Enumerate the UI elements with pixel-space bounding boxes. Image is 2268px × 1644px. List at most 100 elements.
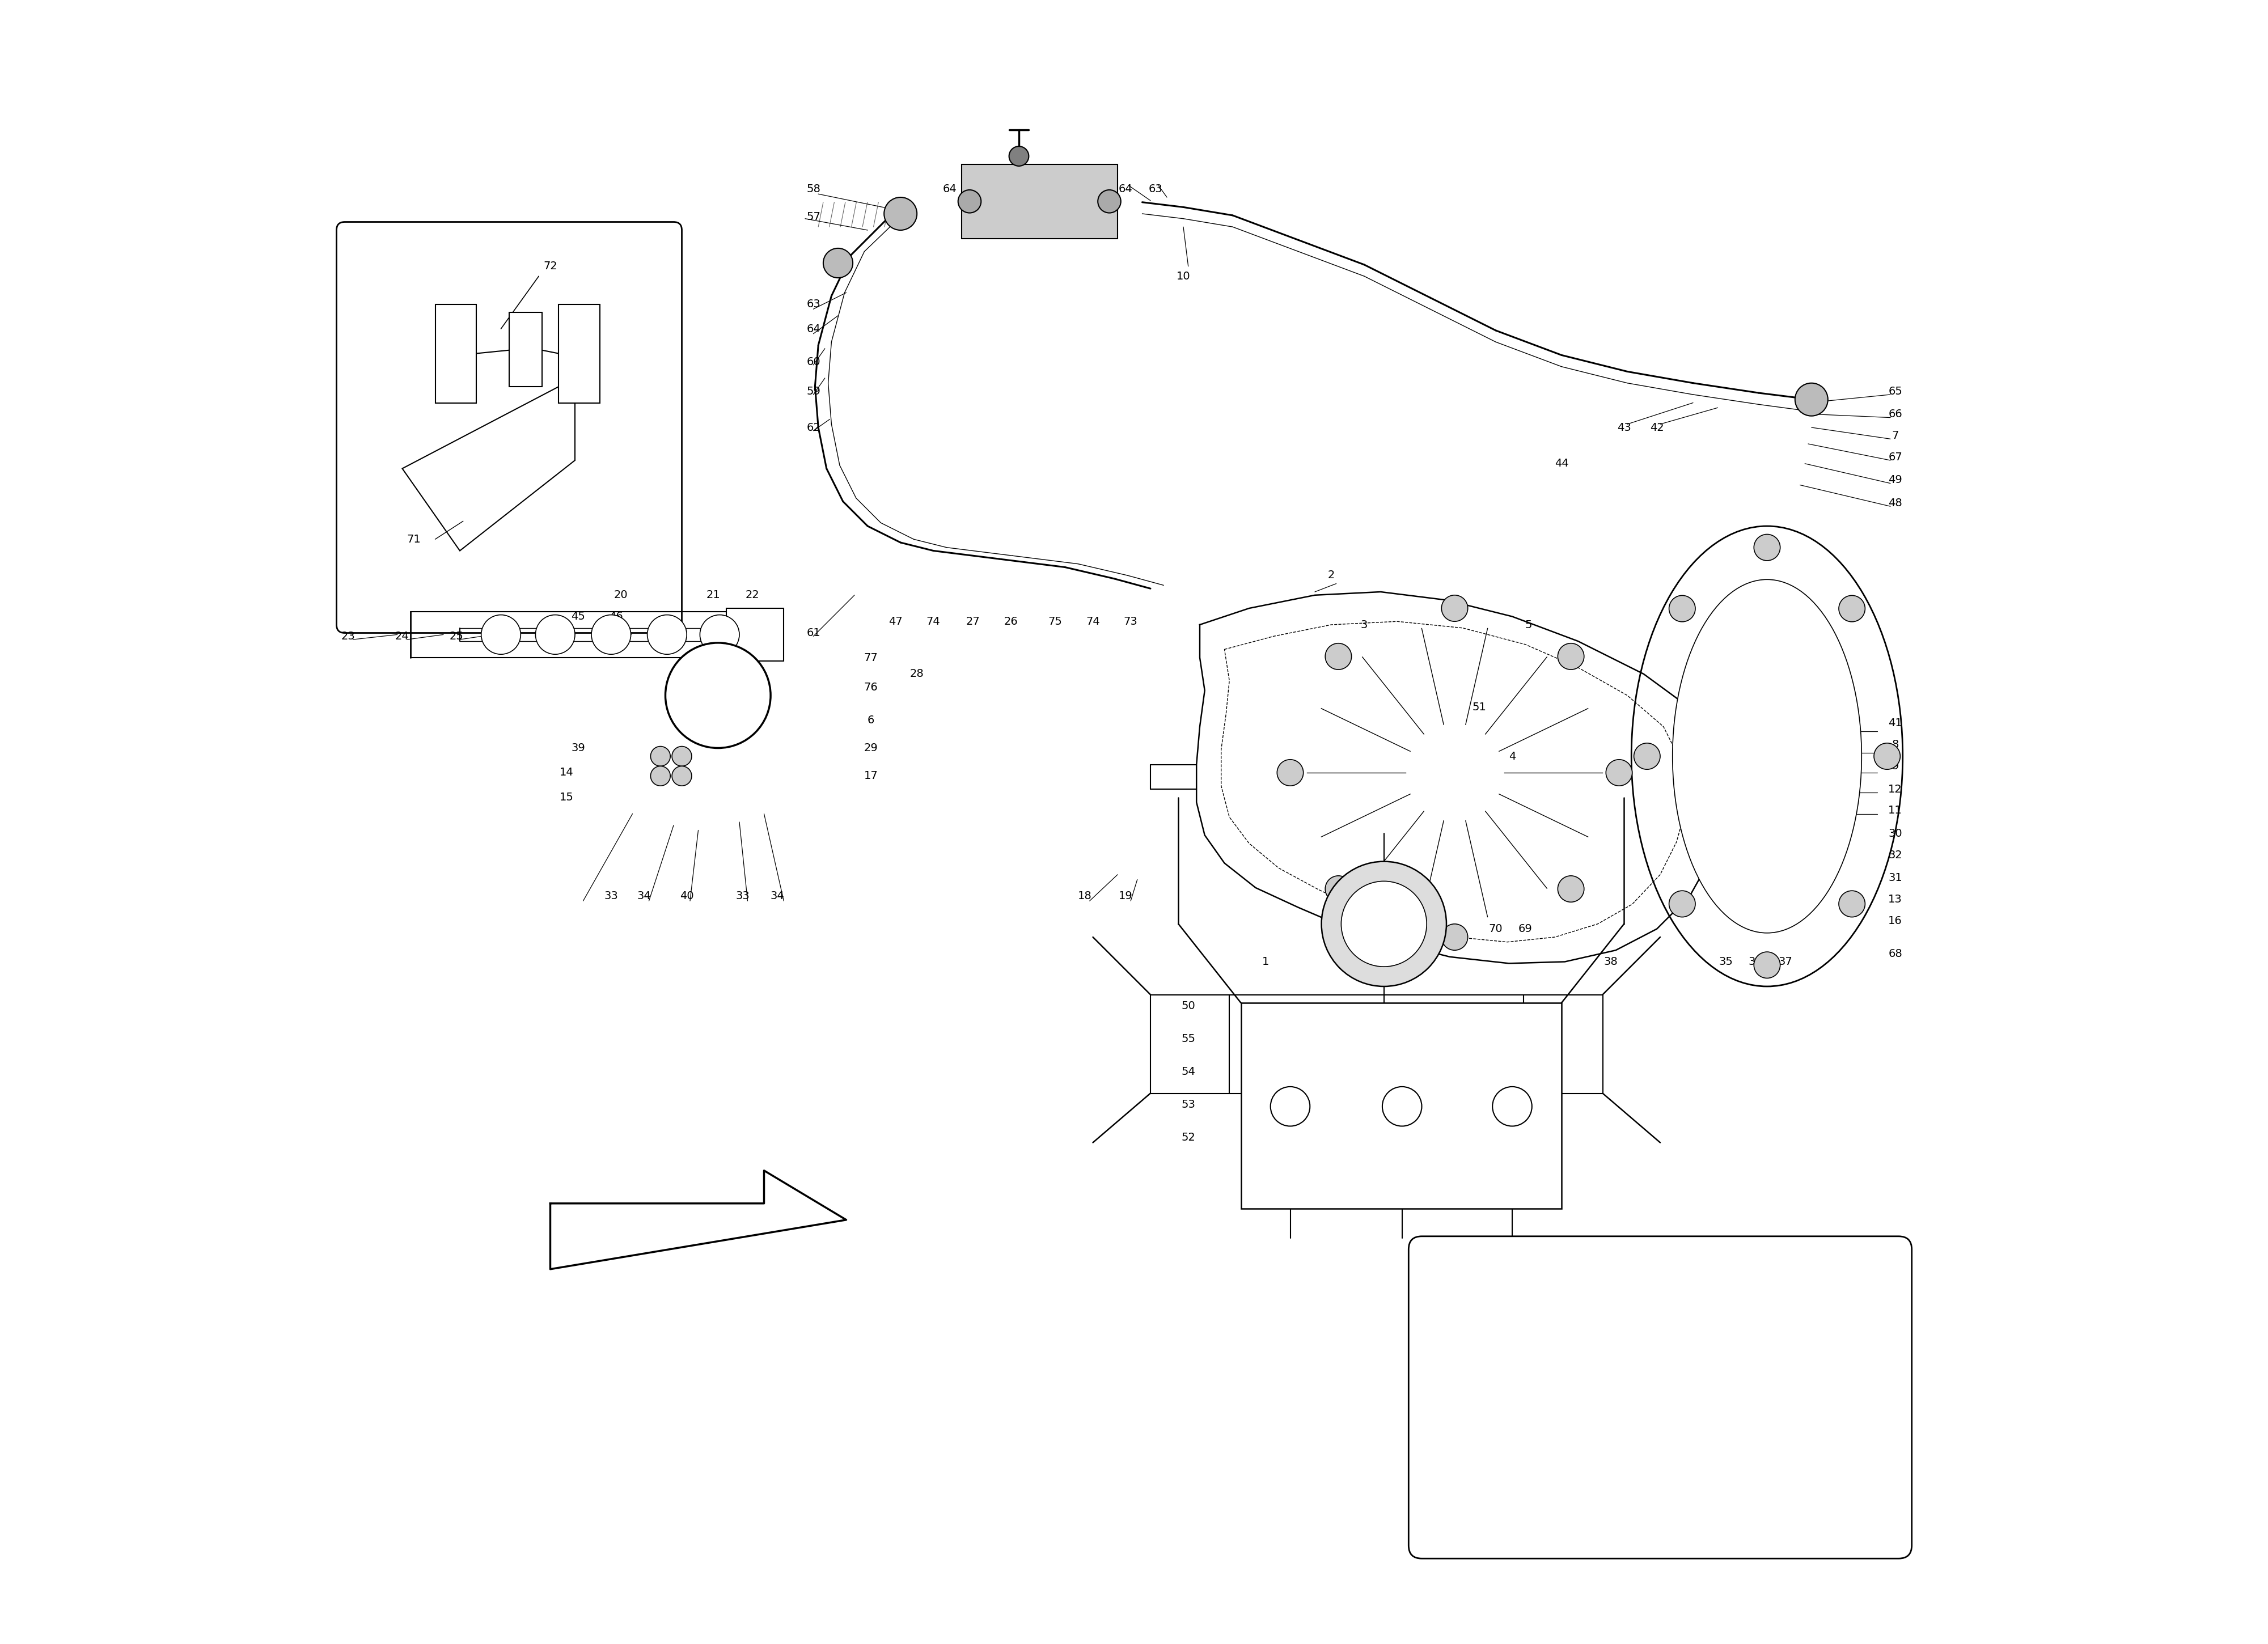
Text: 6: 6	[866, 715, 875, 725]
Text: 74: 74	[925, 616, 941, 626]
Text: 50: 50	[1182, 1001, 1195, 1011]
FancyBboxPatch shape	[1408, 1236, 1912, 1559]
Text: 5: 5	[1524, 620, 1533, 630]
Circle shape	[1325, 643, 1352, 669]
Text: 64: 64	[943, 184, 957, 194]
Text: 37: 37	[1778, 957, 1792, 967]
Text: 9: 9	[1892, 761, 1898, 771]
Text: 25: 25	[449, 631, 463, 641]
Text: 29: 29	[864, 743, 878, 753]
Circle shape	[1277, 760, 1304, 786]
Text: 26: 26	[1005, 616, 1018, 626]
Text: 60: 60	[807, 357, 821, 367]
Text: 36: 36	[1749, 957, 1762, 967]
Circle shape	[1794, 383, 1828, 416]
Polygon shape	[1198, 592, 1724, 963]
Bar	[508, 312, 542, 386]
Text: 23: 23	[340, 631, 356, 641]
Text: 34: 34	[771, 891, 785, 901]
Text: 51: 51	[1472, 702, 1486, 712]
Circle shape	[701, 615, 739, 654]
Text: 17: 17	[864, 771, 878, 781]
Text: 74: 74	[1086, 616, 1100, 626]
Text: 69: 69	[1517, 924, 1533, 934]
Text: see  also table 30: see also table 30	[1574, 1392, 1746, 1409]
Circle shape	[1340, 881, 1427, 967]
Text: 48: 48	[1889, 498, 1903, 508]
Circle shape	[592, 615, 631, 654]
Text: 34: 34	[637, 891, 651, 901]
Text: 45: 45	[572, 612, 585, 621]
Text: 27: 27	[966, 616, 980, 626]
Text: 3: 3	[1361, 620, 1368, 630]
Ellipse shape	[1631, 526, 1903, 986]
Circle shape	[1633, 743, 1660, 769]
Circle shape	[1009, 146, 1030, 166]
Text: 16: 16	[1889, 916, 1903, 926]
Circle shape	[651, 766, 671, 786]
Text: 42: 42	[1649, 423, 1665, 432]
Text: 66: 66	[1889, 409, 1903, 419]
Text: 47: 47	[889, 616, 903, 626]
Text: 35: 35	[1719, 957, 1733, 967]
Circle shape	[1381, 1087, 1422, 1126]
Circle shape	[1558, 876, 1583, 903]
Text: 39: 39	[572, 743, 585, 753]
Text: 49: 49	[1889, 475, 1903, 485]
Circle shape	[1839, 595, 1864, 621]
Circle shape	[823, 248, 853, 278]
Circle shape	[885, 197, 916, 230]
Text: 59: 59	[807, 386, 821, 396]
Text: 41: 41	[1889, 718, 1903, 728]
Circle shape	[1669, 891, 1696, 917]
Circle shape	[1270, 1087, 1311, 1126]
Circle shape	[665, 643, 771, 748]
Text: 33: 33	[735, 891, 751, 901]
Text: 12: 12	[1889, 784, 1903, 794]
Circle shape	[1098, 191, 1120, 214]
Text: 2: 2	[1327, 570, 1336, 580]
Text: 73: 73	[1123, 616, 1139, 626]
Text: 31: 31	[1889, 873, 1903, 883]
Text: 1: 1	[1261, 957, 1270, 967]
Circle shape	[671, 766, 692, 786]
Text: 43: 43	[1617, 423, 1631, 432]
Text: 55: 55	[1182, 1034, 1195, 1044]
Text: 57: 57	[807, 212, 821, 222]
Text: 67: 67	[1889, 452, 1903, 462]
Text: 64: 64	[807, 324, 821, 334]
Text: 15: 15	[560, 792, 574, 802]
Text: 53: 53	[1182, 1100, 1195, 1110]
Text: Per la sostituzione del differenziale: Per la sostituzione del differenziale	[1488, 1277, 1833, 1294]
Text: 68: 68	[1889, 949, 1903, 958]
Text: 56: 56	[1052, 184, 1066, 194]
Text: 13: 13	[1889, 894, 1903, 904]
Text: For replacement of differential: For replacement of differential	[1510, 1356, 1810, 1373]
Circle shape	[1322, 861, 1447, 986]
Circle shape	[957, 191, 982, 214]
Circle shape	[1873, 743, 1901, 769]
Text: 14: 14	[560, 768, 574, 778]
Text: 38: 38	[1603, 957, 1617, 967]
Circle shape	[1606, 760, 1633, 786]
Text: 76: 76	[864, 682, 878, 692]
Text: 8: 8	[1892, 740, 1898, 750]
Text: 63: 63	[807, 299, 821, 309]
Text: 20: 20	[615, 590, 628, 600]
Circle shape	[1753, 952, 1780, 978]
Bar	[962, 164, 1118, 238]
Circle shape	[1839, 891, 1864, 917]
Text: 61: 61	[807, 628, 821, 638]
Text: 7: 7	[1892, 431, 1898, 441]
Text: 33: 33	[603, 891, 619, 901]
Text: 24: 24	[395, 631, 408, 641]
Text: 40: 40	[680, 891, 694, 901]
Polygon shape	[551, 1171, 846, 1269]
Text: 71: 71	[406, 534, 422, 544]
Text: 30: 30	[1889, 829, 1903, 838]
Text: 64: 64	[1118, 184, 1132, 194]
Text: 19: 19	[1118, 891, 1132, 901]
Bar	[1241, 1003, 1560, 1208]
Circle shape	[1442, 924, 1467, 950]
Text: 4: 4	[1508, 751, 1515, 761]
